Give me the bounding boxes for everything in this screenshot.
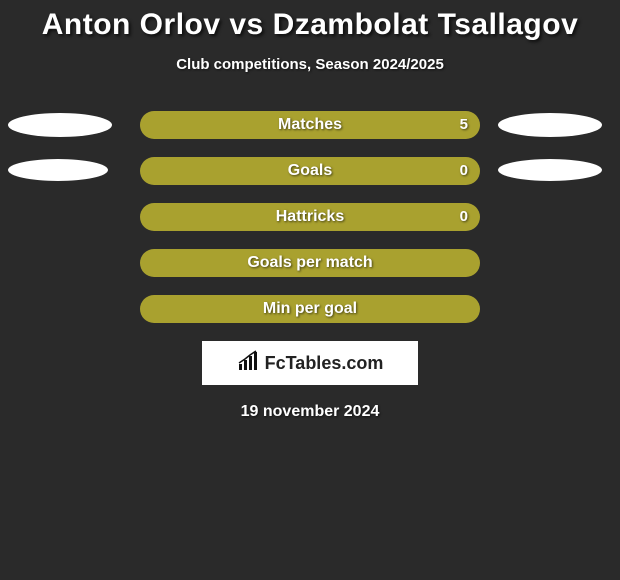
stat-row: Goals per match [0,249,620,277]
stat-row: Min per goal [0,295,620,323]
page-title: Anton Orlov vs Dzambolat Tsallagov [0,8,620,42]
bar-right-segment [140,249,480,277]
bar-track [140,295,480,323]
stat-row: Goals0 [0,157,620,185]
bar-right-segment [140,157,480,185]
bar-right-segment [140,111,480,139]
date-label: 19 november 2024 [0,403,620,421]
bar-track [140,203,480,231]
left-marker-ellipse [8,113,112,137]
brand-box: FcTables.com [202,341,418,385]
bar-track [140,249,480,277]
subtitle: Club competitions, Season 2024/2025 [0,56,620,73]
bar-right-segment [140,295,480,323]
stat-rows: Matches5 Goals0 Hattricks0 Goals per match M… [0,111,620,323]
bar-right-segment [140,203,480,231]
brand-text: FcTables.com [265,353,384,374]
right-marker-ellipse [498,113,602,137]
right-marker-ellipse [498,159,602,181]
left-marker-ellipse [8,159,108,181]
comparison-infographic: Anton Orlov vs Dzambolat Tsallagov Club … [0,0,620,580]
bar-track [140,157,480,185]
stat-row: Hattricks0 [0,203,620,231]
bar-track [140,111,480,139]
chart-icon [237,350,261,377]
stat-row: Matches5 [0,111,620,139]
